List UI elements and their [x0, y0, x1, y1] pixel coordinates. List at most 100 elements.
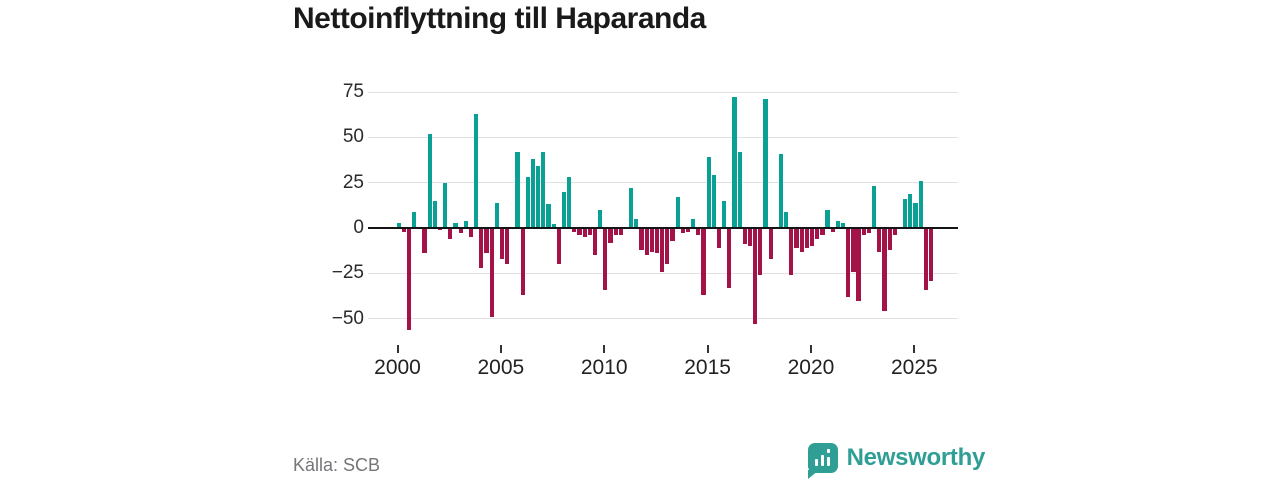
- bar-2003Q3: [468, 228, 474, 238]
- bar-2016Q2: [732, 97, 737, 228]
- bar-2014Q2: [691, 218, 696, 228]
- bar-2004Q3: [489, 228, 494, 317]
- bar-2022Q3: [861, 228, 866, 236]
- gridline-75: [368, 91, 958, 93]
- bar-2010Q4: [618, 228, 623, 236]
- bar-2000Q1: [396, 222, 401, 228]
- bar-2011Q4: [639, 228, 644, 250]
- bar-2007Q2: [546, 204, 551, 228]
- logo-bar-icon: [820, 455, 825, 466]
- bar-2017Q2: [753, 228, 758, 325]
- bar-2014Q4: [701, 228, 706, 296]
- source-label: Källa: SCB: [293, 455, 381, 475]
- bar-2022Q1: [851, 228, 856, 272]
- bar-2013Q3: [675, 197, 680, 228]
- bar-2023Q4: [887, 228, 892, 250]
- bar-2012Q2: [649, 228, 654, 252]
- bar-2014Q1: [685, 228, 691, 232]
- bar-2021Q4: [846, 228, 851, 297]
- bar-2007Q4: [556, 228, 561, 265]
- bar-2023Q1: [872, 186, 877, 228]
- x-axis-tick-2010: [603, 345, 606, 353]
- bar-2021Q2: [835, 220, 840, 228]
- page-title: Nettoinflyttning till Haparanda: [293, 2, 706, 35]
- bar-2003Q4: [474, 113, 479, 228]
- bar-2012Q1: [644, 228, 649, 256]
- bar-2023Q2: [877, 228, 882, 252]
- bar-2025Q1: [913, 202, 918, 228]
- bar-2000Q2: [401, 228, 406, 232]
- x-axis-label-2010: 2010: [580, 356, 628, 379]
- bar-2020Q1: [809, 228, 815, 247]
- bar-2019Q4: [804, 228, 809, 248]
- bar-2008Q4: [577, 228, 582, 236]
- bar-2010Q2: [608, 228, 613, 243]
- logo-bar-icon: [826, 457, 831, 466]
- bar-2012Q3: [654, 228, 660, 254]
- bar-2015Q3: [716, 228, 722, 248]
- y-axis-label-50: 50: [342, 126, 364, 148]
- bar-2013Q1: [665, 228, 670, 265]
- x-axis-label-2015: 2015: [684, 356, 731, 379]
- newsworthy-logo-icon: [807, 443, 838, 479]
- bar-2021Q3: [840, 222, 846, 228]
- bar-2024Q1: [892, 228, 897, 236]
- bar-2006Q3: [530, 159, 536, 228]
- x-axis-tick-2015: [706, 345, 709, 353]
- bar-2002Q3: [448, 228, 453, 239]
- bar-2020Q4: [825, 209, 830, 228]
- gridline--50: [368, 318, 958, 320]
- x-axis-label-2005: 2005: [477, 356, 525, 379]
- bar-2005Q1: [499, 228, 505, 259]
- bar-2017Q1: [747, 228, 753, 247]
- bar-2015Q1: [706, 157, 711, 228]
- y-axis-label-0: 0: [353, 217, 364, 238]
- bar-2006Q4: [536, 166, 541, 228]
- bar-2001Q3: [427, 133, 432, 228]
- logo-bar-icon: [814, 459, 819, 466]
- bar-2009Q4: [598, 209, 603, 228]
- bar-2008Q3: [572, 228, 577, 232]
- bar-2008Q2: [567, 177, 572, 228]
- y-axis-label-75: 75: [342, 81, 364, 102]
- brand-wordmark: Newsworthy: [846, 444, 986, 471]
- gridline--25: [368, 272, 958, 274]
- logo-dot-icon: [826, 449, 831, 453]
- bar-2017Q3: [758, 228, 763, 276]
- bar-2001Q2: [422, 228, 427, 254]
- y-axis-label-25: 25: [342, 171, 364, 193]
- bar-2004Q4: [494, 202, 499, 228]
- bar-2007Q1: [541, 151, 546, 228]
- x-axis-label-2020: 2020: [787, 356, 835, 379]
- bar-2011Q2: [629, 188, 634, 228]
- bar-2009Q2: [587, 228, 592, 236]
- bar-2003Q1: [458, 228, 463, 234]
- bar-2010Q1: [603, 228, 608, 290]
- bar-2002Q2: [443, 182, 448, 228]
- bar-2004Q1: [479, 228, 484, 268]
- x-axis-tick-2025: [913, 345, 916, 353]
- bar-2005Q4: [515, 151, 520, 228]
- x-axis-tick-2020: [809, 345, 812, 353]
- bar-2020Q2: [815, 228, 820, 239]
- bar-2011Q3: [634, 218, 639, 228]
- bar-2025Q2: [918, 180, 923, 228]
- gridline-50: [368, 136, 958, 138]
- bar-2005Q2: [505, 228, 510, 265]
- bar-2018Q3: [778, 153, 784, 228]
- bar-2022Q2: [856, 228, 861, 301]
- bar-2021Q1: [830, 228, 835, 232]
- bar-2012Q4: [660, 228, 665, 272]
- bar-2013Q2: [670, 228, 675, 241]
- x-axis-tick-2000: [396, 345, 399, 353]
- bar-2009Q1: [582, 228, 587, 238]
- bar-2006Q1: [520, 228, 525, 296]
- bar-2008Q1: [561, 191, 567, 228]
- bar-2018Q4: [784, 211, 789, 228]
- bar-2025Q3: [923, 228, 928, 290]
- bar-2019Q2: [794, 228, 799, 248]
- bar-2022Q4: [866, 228, 872, 234]
- bar-2020Q3: [820, 228, 825, 236]
- y-axis-label--50: −50: [331, 307, 364, 329]
